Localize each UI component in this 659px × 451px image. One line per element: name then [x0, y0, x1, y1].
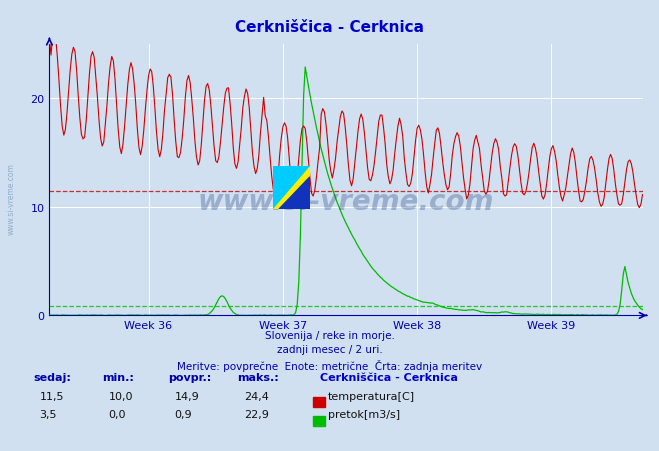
Polygon shape [273, 167, 310, 210]
Text: 22,9: 22,9 [244, 409, 269, 419]
Text: 0,0: 0,0 [109, 409, 127, 419]
Text: min.:: min.: [102, 372, 134, 382]
Text: www.si-vreme.com: www.si-vreme.com [7, 162, 16, 235]
Text: temperatura[C]: temperatura[C] [328, 391, 415, 401]
Text: povpr.:: povpr.: [168, 372, 212, 382]
Polygon shape [279, 178, 310, 210]
Text: sedaj:: sedaj: [33, 372, 71, 382]
Text: Cerkniščica - Cerknica: Cerkniščica - Cerknica [235, 20, 424, 35]
Text: 10,0: 10,0 [109, 391, 133, 401]
Text: Cerkniščica - Cerknica: Cerkniščica - Cerknica [320, 372, 457, 382]
Text: maks.:: maks.: [237, 372, 279, 382]
Text: pretok[m3/s]: pretok[m3/s] [328, 409, 400, 419]
Text: zadnji mesec / 2 uri.: zadnji mesec / 2 uri. [277, 345, 382, 354]
Text: 14,9: 14,9 [175, 391, 200, 401]
Text: Meritve: povprečne  Enote: metrične  Črta: zadnja meritev: Meritve: povprečne Enote: metrične Črta:… [177, 359, 482, 371]
Polygon shape [273, 167, 310, 210]
Text: www.si-vreme.com: www.si-vreme.com [198, 188, 494, 216]
Text: 0,9: 0,9 [175, 409, 192, 419]
Text: 11,5: 11,5 [40, 391, 64, 401]
Text: 3,5: 3,5 [40, 409, 57, 419]
Text: Slovenija / reke in morje.: Slovenija / reke in morje. [264, 330, 395, 340]
Text: 24,4: 24,4 [244, 391, 269, 401]
